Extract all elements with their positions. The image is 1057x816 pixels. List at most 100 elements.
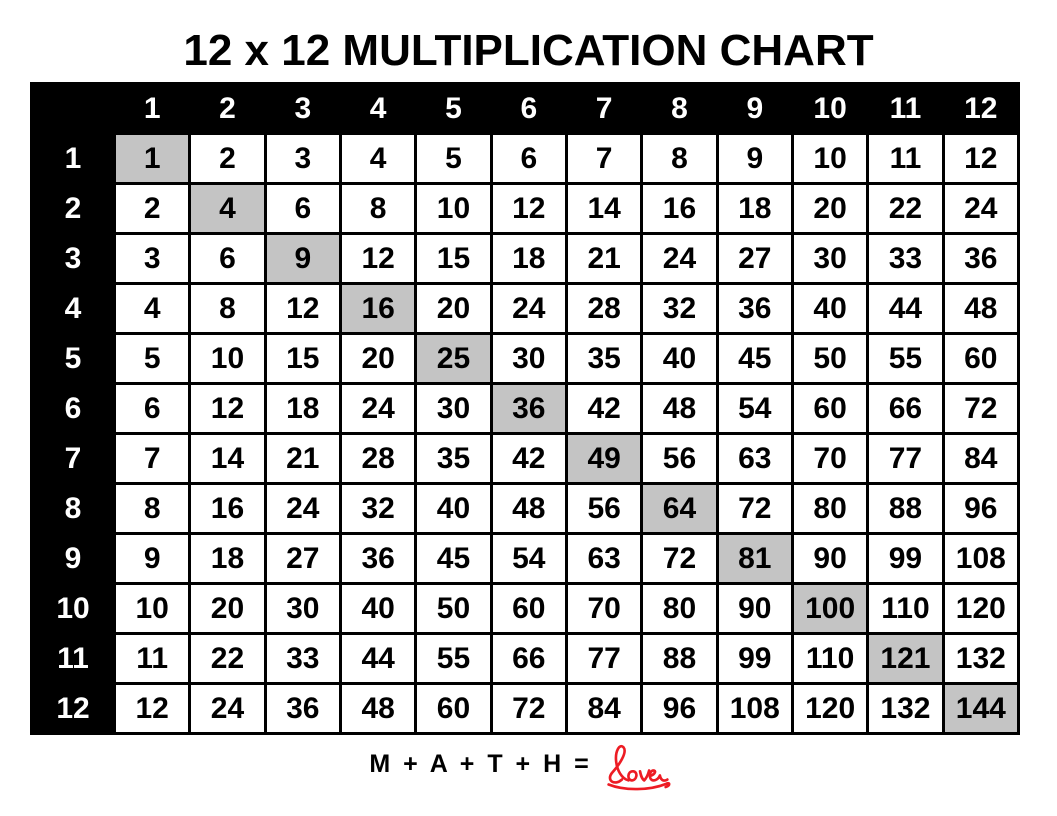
product-cell: 72: [640, 532, 719, 585]
product-cell: 7: [564, 132, 644, 185]
product-cell: 88: [866, 482, 945, 535]
row-header: 9: [30, 532, 116, 585]
column-header: 1: [112, 82, 192, 135]
product-cell: 20: [414, 282, 493, 335]
row-header: 7: [30, 432, 116, 485]
product-cell: 36: [263, 682, 342, 735]
product-cell: 56: [564, 482, 644, 535]
product-cell: 22: [866, 182, 945, 235]
product-cell: 14: [188, 432, 267, 485]
product-cell-perfect-square: 4: [188, 182, 267, 235]
product-cell: 120: [941, 582, 1021, 635]
table-row: 1 1 2 3 4 5 6 7 8 9 10 11 12: [30, 132, 1021, 185]
table-row: 11 11 22 33 44 55 66 77 88 99 110 121 132: [30, 632, 1021, 685]
product-cell: 2: [112, 182, 192, 235]
row-header: 4: [30, 282, 116, 335]
product-cell-perfect-square: 81: [715, 532, 794, 585]
product-cell: 7: [112, 432, 192, 485]
product-cell: 8: [188, 282, 267, 335]
product-cell: 90: [790, 532, 870, 585]
product-cell: 27: [263, 532, 342, 585]
column-header: 7: [564, 82, 644, 135]
product-cell: 21: [263, 432, 342, 485]
product-cell: 5: [112, 332, 192, 385]
product-cell: 18: [263, 382, 342, 435]
product-cell: 36: [715, 282, 794, 335]
product-cell: 40: [414, 482, 493, 535]
row-header: 6: [30, 382, 116, 435]
table-row: 12 12 24 36 48 60 72 84 96 108 120 132 144: [30, 682, 1021, 735]
product-cell: 50: [414, 582, 493, 635]
column-header: 10: [790, 82, 870, 135]
footer: M + A + T + H =: [0, 740, 1057, 796]
product-cell: 12: [188, 382, 267, 435]
product-cell: 48: [640, 382, 719, 435]
product-cell: 15: [414, 232, 493, 285]
product-cell: 14: [564, 182, 644, 235]
product-cell: 132: [866, 682, 945, 735]
product-cell: 90: [715, 582, 794, 635]
product-cell: 44: [338, 632, 418, 685]
product-cell: 10: [414, 182, 493, 235]
product-cell: 8: [640, 132, 719, 185]
product-cell: 96: [640, 682, 719, 735]
product-cell-perfect-square: 16: [338, 282, 418, 335]
product-cell: 45: [715, 332, 794, 385]
product-cell: 48: [941, 282, 1021, 335]
product-cell: 6: [489, 132, 568, 185]
product-cell: 35: [564, 332, 644, 385]
product-cell: 9: [112, 532, 192, 585]
product-cell: 5: [414, 132, 493, 185]
column-header: 12: [941, 82, 1021, 135]
product-cell-perfect-square: 100: [790, 582, 870, 635]
product-cell: 132: [941, 632, 1021, 685]
product-cell: 12: [489, 182, 568, 235]
product-cell: 40: [338, 582, 418, 635]
table-row: 2 2 4 6 8 10 12 14 16 18 20 22 24: [30, 182, 1021, 235]
header-row: 1 2 3 4 5 6 7 8 9 10 11 12: [30, 82, 1021, 135]
product-cell-perfect-square: 64: [640, 482, 719, 535]
product-cell: 28: [338, 432, 418, 485]
product-cell: 72: [715, 482, 794, 535]
product-cell: 110: [866, 582, 945, 635]
product-cell: 8: [112, 482, 192, 535]
footer-equation: M + A + T + H =: [369, 750, 592, 778]
product-cell: 30: [489, 332, 568, 385]
product-cell: 66: [866, 382, 945, 435]
product-cell: 32: [640, 282, 719, 335]
product-cell: 27: [715, 232, 794, 285]
product-cell: 56: [640, 432, 719, 485]
product-cell: 10: [188, 332, 267, 385]
product-cell: 99: [715, 632, 794, 685]
product-cell: 40: [790, 282, 870, 335]
product-cell: 8: [338, 182, 418, 235]
product-cell: 110: [790, 632, 870, 685]
row-header: 12: [30, 682, 116, 735]
product-cell: 24: [640, 232, 719, 285]
product-cell: 70: [564, 582, 644, 635]
row-header: 3: [30, 232, 116, 285]
product-cell: 36: [941, 232, 1021, 285]
product-cell: 28: [564, 282, 644, 335]
table-row: 9 9 18 27 36 45 54 63 72 81 90 99 108: [30, 532, 1021, 585]
product-cell: 66: [489, 632, 568, 685]
product-cell: 12: [112, 682, 192, 735]
product-cell: 80: [640, 582, 719, 635]
product-cell: 24: [338, 382, 418, 435]
product-cell: 15: [263, 332, 342, 385]
product-cell: 6: [188, 232, 267, 285]
row-header: 10: [30, 582, 116, 635]
product-cell: 22: [188, 632, 267, 685]
table-row: 7 7 14 21 28 35 42 49 56 63 70 77 84: [30, 432, 1021, 485]
product-cell: 10: [790, 132, 870, 185]
product-cell: 21: [564, 232, 644, 285]
product-cell: 84: [941, 432, 1021, 485]
product-cell: 3: [263, 132, 342, 185]
product-cell: 63: [715, 432, 794, 485]
product-cell-perfect-square: 25: [414, 332, 493, 385]
product-cell: 88: [640, 632, 719, 685]
product-cell: 55: [866, 332, 945, 385]
product-cell: 6: [112, 382, 192, 435]
product-cell: 10: [112, 582, 192, 635]
row-header: 11: [30, 632, 116, 685]
